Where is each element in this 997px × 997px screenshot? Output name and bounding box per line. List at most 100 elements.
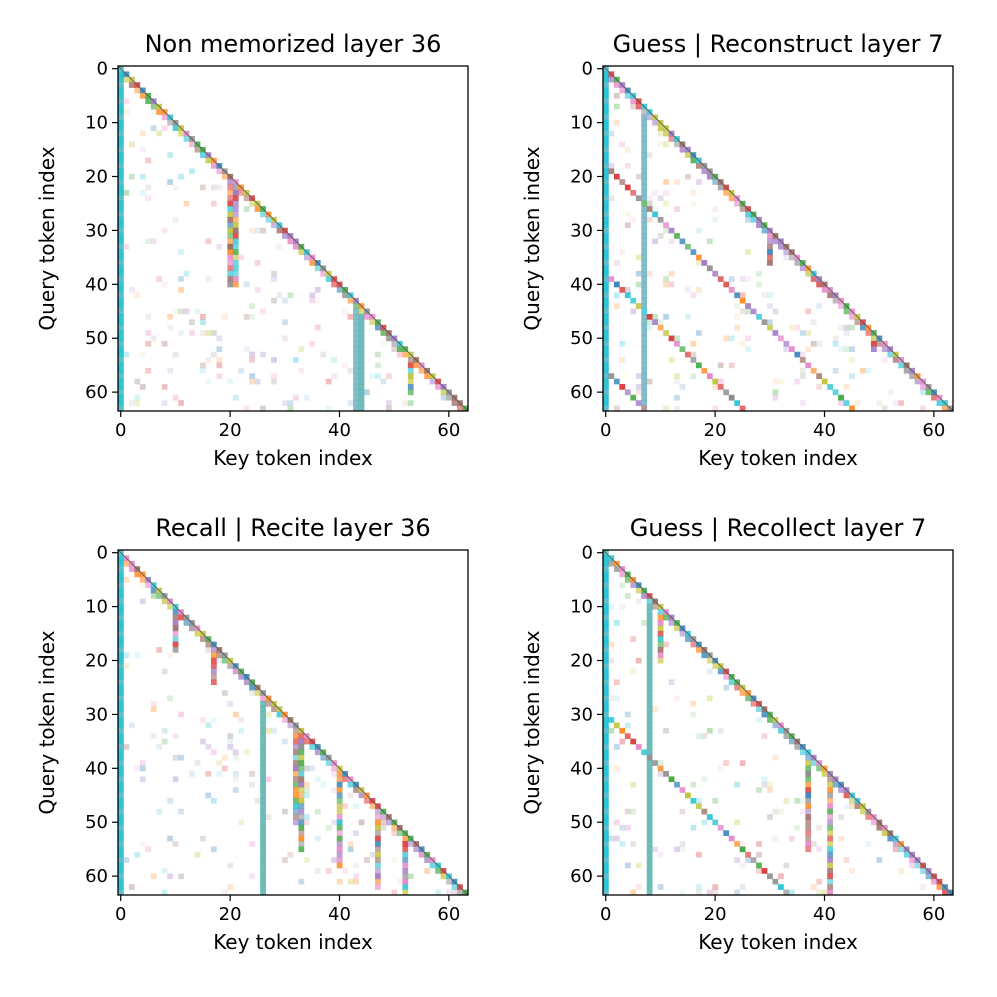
y-axis-label: Query token index	[520, 146, 544, 330]
heatmap-cell	[603, 808, 609, 815]
heatmap-cell	[260, 873, 266, 880]
heatmap-cell	[603, 163, 609, 169]
heatmap-cell	[189, 771, 195, 777]
heatmap-cell	[613, 281, 620, 288]
heatmap-cell	[646, 857, 653, 863]
heatmap-cell	[887, 835, 894, 842]
heatmap-cell	[314, 297, 321, 304]
heatmap-cell	[139, 765, 146, 772]
heatmap-cell	[358, 335, 365, 342]
heatmap-cell	[303, 738, 310, 745]
plot-frame	[117, 549, 469, 896]
heatmap-cell	[172, 184, 179, 191]
y-axis-label: Query token index	[35, 630, 59, 814]
heatmap-cell	[118, 243, 124, 250]
heatmap-cell	[646, 814, 653, 820]
heatmap-cell	[690, 292, 697, 299]
heatmap-cell	[805, 835, 812, 842]
heatmap-cell	[369, 851, 376, 858]
heatmap-cell	[358, 324, 365, 331]
heatmap-cell	[641, 260, 648, 266]
heatmap-cell	[353, 362, 359, 369]
heatmap-cell	[898, 846, 905, 853]
heatmap-cell	[603, 260, 609, 266]
heatmap-cell	[200, 152, 206, 158]
heatmap-cell	[810, 760, 817, 766]
heatmap-cell	[118, 292, 124, 299]
heatmap-cell	[227, 222, 234, 229]
heatmap-cell	[407, 841, 414, 847]
heatmap-cell	[407, 367, 414, 374]
heatmap-cell	[635, 281, 642, 288]
heatmap-cell	[205, 157, 212, 164]
heatmap-cell	[156, 808, 163, 815]
heatmap-cell	[772, 394, 779, 401]
heatmap-cell	[293, 803, 299, 810]
heatmap-cell	[657, 609, 664, 615]
heatmap-cell	[717, 727, 724, 734]
heatmap-cell	[118, 733, 124, 739]
heatmap-cell	[375, 819, 381, 826]
heatmap-cell	[118, 598, 124, 605]
heatmap-cell	[260, 803, 266, 810]
heatmap-cell	[739, 340, 746, 347]
y-tick-label: 50	[85, 328, 108, 349]
heatmap-cell	[118, 555, 124, 562]
heatmap-cell	[646, 771, 653, 777]
heatmap-cell	[603, 571, 609, 578]
heatmap-cell	[118, 657, 124, 664]
heatmap-cell	[838, 346, 844, 352]
heatmap-cell	[227, 184, 234, 191]
heatmap-cell	[903, 851, 910, 858]
heatmap-cell	[794, 378, 801, 385]
heatmap-cell	[118, 265, 124, 272]
heatmap-cell	[865, 367, 872, 374]
heatmap-cell	[118, 109, 124, 115]
heatmap-cell	[150, 125, 157, 131]
heatmap-cell	[646, 792, 653, 799]
heatmap-cell	[619, 571, 626, 578]
x-tick-label: 60	[922, 904, 945, 925]
heatmap-cell	[805, 330, 812, 336]
heatmap-cell	[816, 878, 823, 885]
heatmap-cell	[118, 700, 124, 707]
heatmap-cell	[118, 679, 124, 686]
heatmap-cell	[227, 260, 234, 266]
heatmap-cell	[216, 357, 223, 363]
heatmap-cell	[624, 711, 631, 718]
heatmap-cell	[118, 367, 124, 374]
heatmap-cell	[603, 373, 609, 379]
heatmap-cell	[375, 841, 381, 847]
heatmap-cell	[767, 238, 773, 245]
heatmap-cell	[827, 824, 833, 831]
heatmap-cell	[816, 303, 823, 309]
heatmap-cell	[603, 593, 609, 599]
heatmap-cell	[128, 173, 135, 180]
heatmap-cell	[652, 238, 658, 245]
heatmap-cell	[167, 367, 173, 374]
heatmap-cell	[635, 254, 642, 261]
heatmap-cell	[118, 384, 124, 390]
heatmap-cell	[646, 808, 653, 815]
heatmap-cell	[630, 582, 637, 589]
heatmap-cell	[260, 765, 266, 772]
heatmap-cell	[402, 400, 409, 406]
heatmap-cell	[652, 119, 658, 126]
heatmap-cell	[608, 560, 615, 567]
heatmap-cell	[641, 405, 648, 412]
heatmap-cell	[745, 335, 751, 342]
heatmap-cell	[778, 808, 784, 815]
heatmap-cell	[624, 389, 631, 396]
heatmap-cell	[870, 819, 877, 826]
heatmap-cell	[118, 357, 124, 363]
heatmap-cell	[194, 308, 201, 315]
heatmap-cell	[336, 841, 343, 847]
heatmap-cell	[200, 636, 206, 642]
heatmap-cell	[646, 641, 653, 648]
heatmap-cell	[336, 776, 343, 783]
heatmap-cell	[641, 265, 648, 272]
heatmap-cell	[706, 173, 713, 180]
heatmap-cell	[608, 163, 615, 169]
heatmap-cell	[679, 808, 686, 815]
heatmap-cell	[232, 211, 239, 218]
